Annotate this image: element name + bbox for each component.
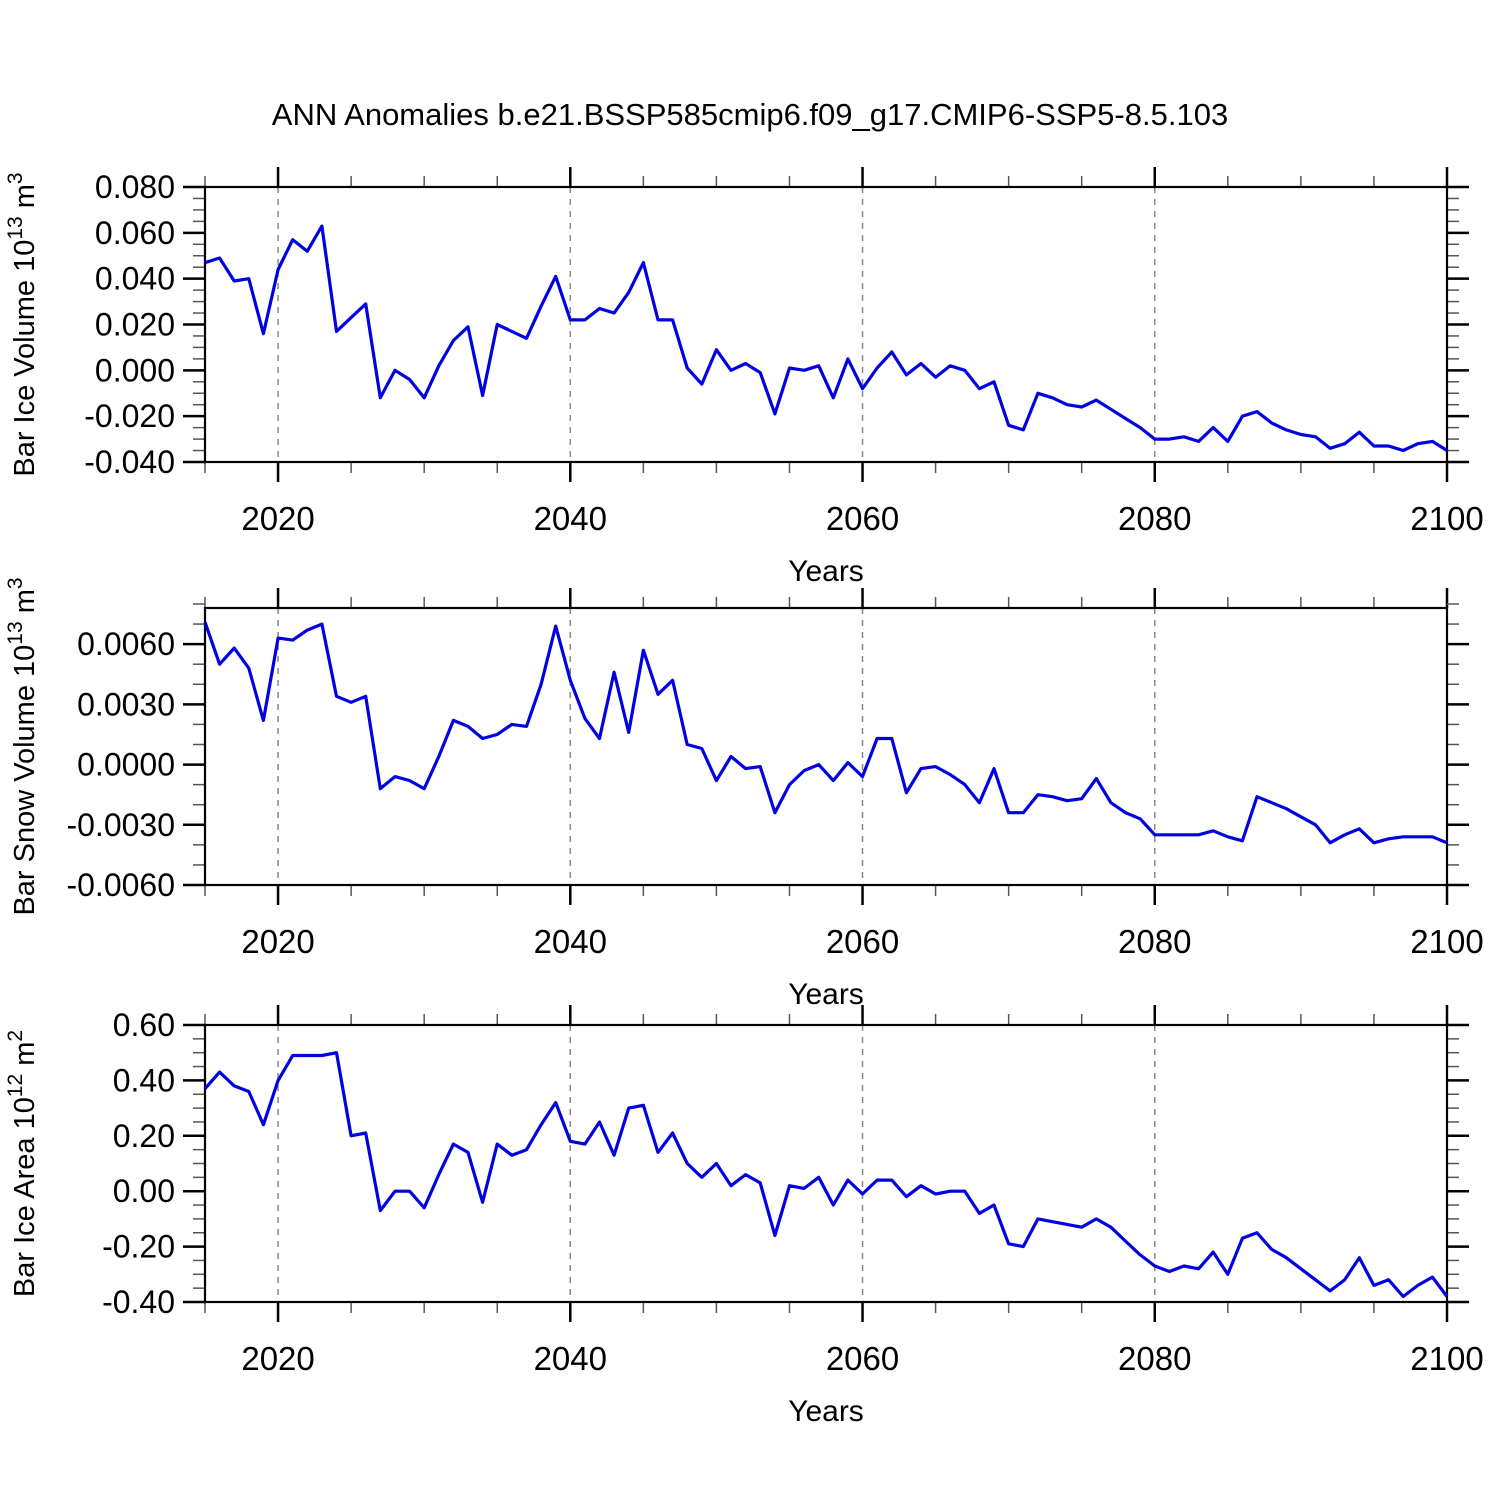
y-tick-label: 0.080 xyxy=(95,169,175,205)
y-tick-label: 0.060 xyxy=(95,215,175,251)
x-tick-label: 2080 xyxy=(1118,923,1191,960)
x-tick-label: 2100 xyxy=(1410,1340,1483,1377)
x-tick-label: 2040 xyxy=(534,1340,607,1377)
y-tick-label: 0.60 xyxy=(113,1007,175,1043)
y-tick-label: 0.040 xyxy=(95,261,175,297)
x-tick-label: 2040 xyxy=(534,500,607,537)
y-tick-label: 0.020 xyxy=(95,307,175,343)
x-axis-ice-volume: 2020 2040 2060 2080 2100 Years xyxy=(241,500,1483,588)
x-axis-ice-area: 2020 2040 2060 2080 2100 Years xyxy=(241,1340,1483,1428)
x-tick-label: 2100 xyxy=(1410,500,1483,537)
y-axis-ice-volume: 0.080 0.060 0.040 0.020 0.000 -0.020 -0.040 xyxy=(84,169,175,480)
x-tick-label: 2060 xyxy=(826,923,899,960)
y-axis-title-ice-area: Bar Ice Area 1012 m2 xyxy=(4,1030,41,1297)
y-tick-label: -0.020 xyxy=(84,398,175,434)
x-tick-label: 2020 xyxy=(241,500,314,537)
panel-snow-volume: 0.0060 0.0030 0.0000 -0.0030 -0.0060 2020 2040… xyxy=(4,577,1484,1011)
ice-volume-line xyxy=(204,224,1448,453)
x-tick-label: 2060 xyxy=(826,500,899,537)
x-tick-label: 2100 xyxy=(1410,923,1483,960)
plot-frame xyxy=(203,1023,1449,1304)
y-tick-label: 0.0030 xyxy=(77,686,175,722)
y-tick-label: 0.0000 xyxy=(77,747,175,783)
y-tick-label: 0.00 xyxy=(113,1173,175,1209)
x-tick-label: 2020 xyxy=(241,923,314,960)
y-tick-label: -0.0060 xyxy=(66,867,175,903)
y-axis-title-snow-volume: Bar Snow Volume 1013 m3 xyxy=(4,577,41,915)
x-tick-label: 2080 xyxy=(1118,500,1191,537)
panel-ice-volume: 0.080 0.060 0.040 0.020 0.000 -0.020 -0.040 202… xyxy=(4,167,1484,588)
y-tick-label: 0.000 xyxy=(95,352,175,388)
x-tick-label: 2040 xyxy=(534,923,607,960)
ice-area-line xyxy=(203,1051,1449,1299)
x-axis-title: Years xyxy=(788,978,864,1011)
plot-frame xyxy=(203,185,1449,464)
plot-frame xyxy=(203,606,1449,887)
y-axis-ice-area: 0.60 0.40 0.20 0.00 -0.20 -0.40 xyxy=(102,1007,175,1320)
y-tick-label: -0.40 xyxy=(102,1284,175,1320)
x-tick-label: 2020 xyxy=(241,1340,314,1377)
y-tick-label: -0.20 xyxy=(102,1229,175,1265)
x-tick-label: 2080 xyxy=(1118,1340,1191,1377)
y-tick-label: -0.0030 xyxy=(66,807,175,843)
snow-volume-line xyxy=(203,621,1448,845)
y-axis-snow-volume: 0.0060 0.0030 0.0000 -0.0030 -0.0060 xyxy=(66,626,175,903)
x-axis-snow-volume: 2020 2040 2060 2080 2100 Years xyxy=(241,923,1483,1011)
y-tick-label: -0.040 xyxy=(84,444,175,480)
y-tick-label: 0.20 xyxy=(113,1118,175,1154)
y-axis-title-ice-volume: Bar Ice Volume 1013 m3 xyxy=(4,172,41,476)
x-axis-title: Years xyxy=(788,1395,864,1428)
y-tick-label: 0.40 xyxy=(113,1062,175,1098)
x-axis-title: Years xyxy=(788,555,864,588)
x-tick-label: 2060 xyxy=(826,1340,899,1377)
plot-title: ANN Anomalies b.e21.BSSP585cmip6.f09_g17… xyxy=(271,97,1229,132)
y-tick-label: 0.0060 xyxy=(77,626,175,662)
